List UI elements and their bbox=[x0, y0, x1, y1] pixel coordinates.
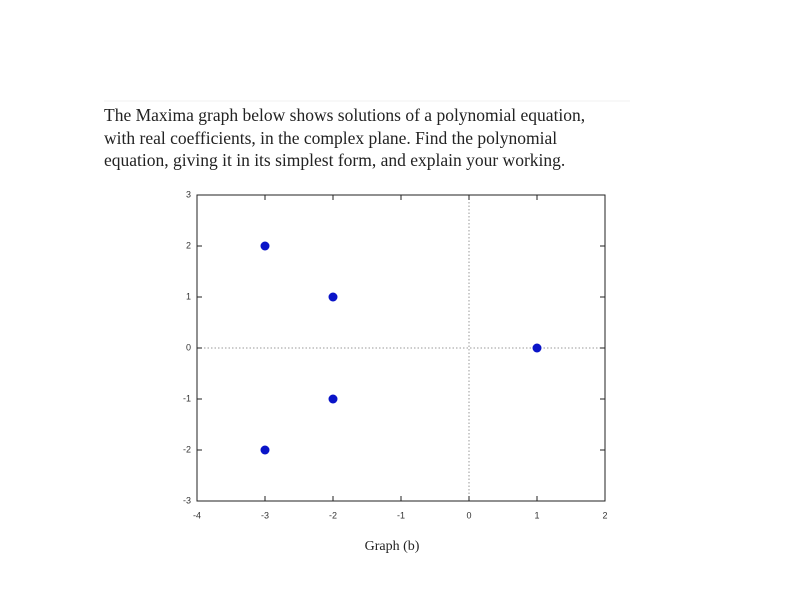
y-tick-label: 2 bbox=[186, 240, 191, 250]
point bbox=[260, 445, 270, 455]
y-tick-label: -2 bbox=[183, 444, 191, 454]
point bbox=[260, 241, 270, 251]
x-tick-label: -3 bbox=[261, 510, 269, 520]
point bbox=[328, 394, 338, 404]
y-tick-label: -3 bbox=[183, 495, 191, 505]
question-line: The Maxima graph below shows solutions o… bbox=[104, 105, 585, 125]
x-tick-label: 0 bbox=[466, 510, 471, 520]
y-tick-label: -1 bbox=[183, 393, 191, 403]
caption: Graph (b) bbox=[365, 539, 420, 554]
x-tick-label: -2 bbox=[329, 510, 337, 520]
y-tick-label: 0 bbox=[186, 342, 191, 352]
x-tick-label: -1 bbox=[397, 510, 405, 520]
y-tick-label: 1 bbox=[186, 291, 191, 301]
y-tick-label: 3 bbox=[186, 189, 191, 199]
point bbox=[328, 292, 338, 302]
x-tick-label: 2 bbox=[602, 510, 607, 520]
point bbox=[532, 343, 542, 353]
question-line: equation, giving it in its simplest form… bbox=[104, 150, 565, 170]
question-line: with real coefficients, in the complex p… bbox=[104, 128, 557, 148]
x-tick-label: 1 bbox=[534, 510, 539, 520]
x-tick-label: -4 bbox=[193, 510, 201, 520]
